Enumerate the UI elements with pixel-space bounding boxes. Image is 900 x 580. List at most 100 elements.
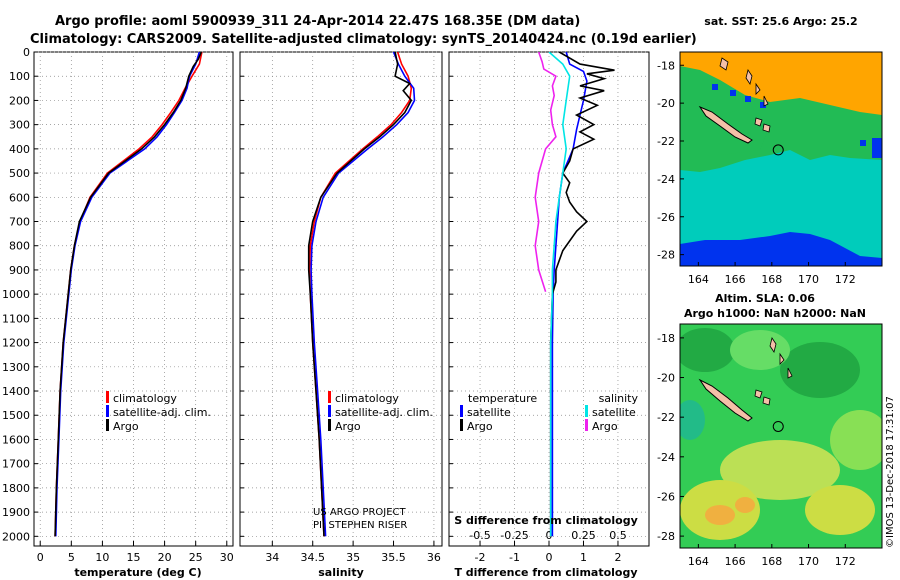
depth-tick-label-500: 500: [9, 167, 30, 180]
salinity-xtick-label-35: 35: [346, 551, 360, 564]
dlegend-sal-swatch-sat: [585, 405, 588, 417]
legend-label-argo: Argo: [113, 420, 139, 433]
depth-tick-label-1600: 1600: [2, 433, 30, 446]
sst-blue-pixel-5: [860, 140, 866, 146]
sst-loyalty-island-2: [762, 123, 771, 133]
sla-orange-2: [735, 497, 755, 513]
depth-tick-label-1800: 1800: [2, 482, 30, 495]
sst-ytick-label--26: -26: [657, 211, 675, 224]
sla-map-frame: [679, 323, 883, 549]
sst-map-title: sat. SST: 25.6 Argo: 25.2: [704, 15, 857, 28]
sla-map: [680, 324, 882, 548]
sla-ytick-label--26: -26: [657, 490, 675, 503]
sst-ytick-label--22: -22: [657, 135, 675, 148]
title-line2: Climatology: CARS2009. Satellite-adjuste…: [30, 32, 697, 47]
sla-vanuatu: [769, 337, 793, 379]
salinity-xlabel: salinity: [318, 566, 364, 579]
title-line1: Argo profile: aoml 5900939_311 24-Apr-20…: [55, 14, 580, 29]
difference-line-s-satellite: [548, 52, 571, 537]
temperature-xtick-label-0: 0: [37, 551, 44, 564]
temperature-lines: [54, 52, 203, 537]
sst-blue-pixel-2: [745, 96, 751, 102]
salinity-xtick-label-35.5: 35.5: [381, 551, 406, 564]
depth-tick-label-2000: 2000: [2, 530, 30, 543]
sla-green-dark-1: [680, 328, 735, 372]
depth-tick-label-1000: 1000: [2, 288, 30, 301]
legend-swatch-argo: [106, 419, 109, 431]
sla-new-caledonia: [698, 378, 753, 422]
dlegend-temp-label-argo: Argo: [467, 420, 493, 433]
depth-tick-labels: 0 100 200 300 400 500 600 700 800 900 1000 1100 1200…: [2, 46, 30, 543]
sst-blue-pixel-1: [730, 90, 736, 96]
sla-yellow-3: [805, 485, 875, 535]
sla-yellow-1: [720, 440, 840, 500]
difference-xtick-label-0: 0: [546, 551, 553, 564]
salinity-grid: [240, 51, 442, 546]
dlegend-sal-title: salinity: [599, 392, 639, 405]
sst-ytick-label--24: -24: [657, 173, 675, 186]
difference-xtick-label--1: -1: [509, 551, 520, 564]
sst-ytick-label--18: -18: [657, 59, 675, 72]
sst-loyalty-island-1: [754, 117, 763, 127]
dlegend-temp-swatch-sat: [460, 405, 463, 417]
sst-blue-region: [680, 232, 882, 266]
depth-tick-label-1100: 1100: [2, 312, 30, 325]
sla-ytick-label--20: -20: [657, 372, 675, 385]
temperature-xtick-label-10: 10: [95, 551, 109, 564]
sst-blue-pixel-3: [712, 84, 718, 90]
dlegend-sal-swatch-argo: [585, 419, 588, 431]
sla-ytick-label--24: -24: [657, 451, 675, 464]
depth-tick-label-900: 900: [9, 264, 30, 277]
legend-swatch-satellite: [106, 405, 109, 417]
sdiff-tick-label-4: 0.5: [609, 529, 627, 542]
difference-legend: temperature satellite Argo salinity sate…: [460, 392, 638, 433]
sla-loyalty-island-1: [754, 389, 763, 399]
sst-xtick-label-164: 164: [688, 273, 709, 286]
sdiff-tick-label-0: -0.5: [469, 529, 490, 542]
sst-cyan-region: [680, 150, 882, 266]
sla-loyalty-island-2: [762, 396, 771, 406]
sla-xtick-label-172: 172: [835, 555, 856, 568]
dlegend-sal-label-sat: satellite: [592, 406, 636, 419]
sst-map-frame: [679, 51, 883, 267]
temperature-tick-labels: 0 5 10 15 20 25 30: [37, 551, 234, 564]
difference-xlabel-top: S difference from climatology: [454, 514, 638, 527]
sla-map-ticks: 164 166 168 170 172 -18 -20 -22 -24 -26 -28: [657, 332, 856, 568]
depth-tick-label-300: 300: [9, 119, 30, 132]
difference-lines: [534, 52, 615, 537]
sst-xtick-label-166: 166: [725, 273, 746, 286]
legend-swatch-climatology: [106, 391, 109, 403]
temperature-xlabel: temperature (deg C): [74, 566, 201, 579]
temperature-xtick-label-20: 20: [158, 551, 172, 564]
salinity-lines: [307, 52, 416, 537]
difference-xtick-label-1: 1: [580, 551, 587, 564]
sal-legend-label-satellite: satellite-adj. clim.: [335, 406, 433, 419]
temperature-xtick-label-15: 15: [127, 551, 141, 564]
sla-ytick-label--22: -22: [657, 411, 675, 424]
sst-argo-position: [772, 144, 784, 156]
depth-tick-label-1500: 1500: [2, 409, 30, 422]
sal-legend-swatch-satellite: [328, 405, 331, 417]
sal-legend-swatch-argo: [328, 419, 331, 431]
temperature-line-climatology: [54, 52, 203, 537]
salinity-tick-labels: 34 34.5 35 35.5 36: [265, 551, 441, 564]
sst-xtick-label-172: 172: [835, 273, 856, 286]
credit-pi: PI: STEPHEN RISER: [313, 520, 407, 531]
sst-ytick-label--28: -28: [657, 249, 675, 262]
depth-tick-label-1400: 1400: [2, 385, 30, 398]
salinity-line-argo: [307, 52, 413, 537]
depth-tick-label-700: 700: [9, 216, 30, 229]
sla-map-title-1: Altim. SLA: 0.06: [715, 292, 815, 305]
temperature-grid: [34, 51, 233, 546]
sla-green-dark-2: [780, 342, 860, 398]
sla-ytick-label--18: -18: [657, 332, 675, 345]
depth-tick-label-400: 400: [9, 143, 30, 156]
sla-orange-1: [705, 505, 735, 525]
dlegend-temp-label-sat: satellite: [467, 406, 511, 419]
salinity-xtick-label-34: 34: [265, 551, 279, 564]
salinity-xtick-label-34.5: 34.5: [300, 551, 325, 564]
temperature-xtick-label-5: 5: [68, 551, 75, 564]
salinity-panel-frame: [239, 51, 443, 547]
temperature-xtick-label-25: 25: [189, 551, 203, 564]
